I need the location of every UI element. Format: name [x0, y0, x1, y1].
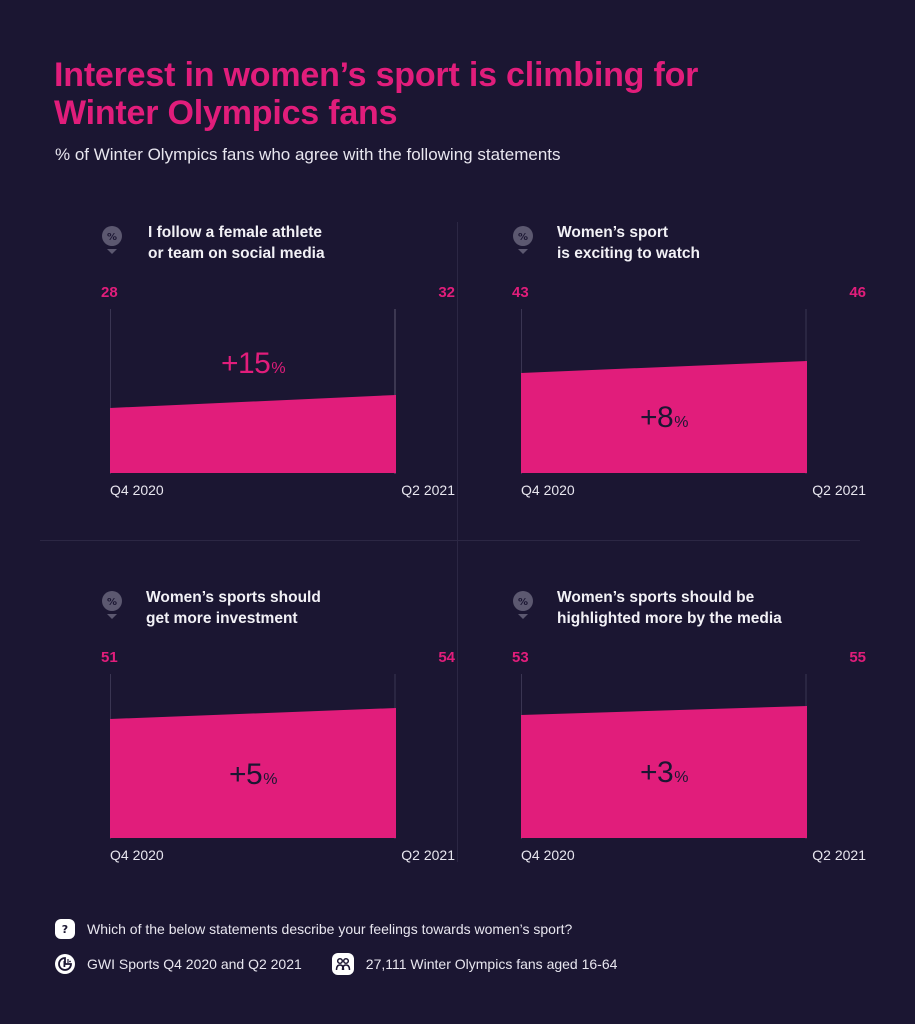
- gwi-logo-icon: [55, 954, 75, 974]
- sample-size: 27,111 Winter Olympics fans aged 16-64: [331, 953, 618, 975]
- area-chart: +5%: [110, 674, 396, 839]
- x-label-end: Q2 2021: [812, 847, 866, 863]
- source-text: GWI Sports Q4 2020 and Q2 2021: [87, 956, 302, 972]
- end-value: 55: [849, 649, 866, 666]
- panel-title: I follow a female athlete or team on soc…: [148, 224, 325, 262]
- area-chart: +15%: [110, 309, 396, 474]
- chart-panel-investment: % Women’s sports should get more investm…: [101, 587, 461, 887]
- start-value: 53: [512, 649, 529, 666]
- panel-title: Women’s sport is exciting to watch: [557, 224, 700, 262]
- source: GWI Sports Q4 2020 and Q2 2021: [55, 954, 302, 974]
- start-value: 43: [512, 284, 529, 301]
- area-chart-graphic: [110, 674, 396, 839]
- footer-question: ? Which of the below statements describe…: [55, 919, 572, 939]
- chart-panel-exciting-to-watch: % Women’s sport is exciting to watch 43 …: [512, 222, 872, 522]
- area-chart-graphic: [110, 309, 396, 474]
- area-chart: +8%: [521, 309, 807, 474]
- chart-panel-media-coverage: % Women’s sports should be highlighted m…: [512, 587, 872, 887]
- question-text: Which of the below statements describe y…: [87, 921, 573, 937]
- x-label-start: Q4 2020: [521, 847, 575, 863]
- change-label: +5%: [229, 758, 277, 791]
- sample-text: 27,111 Winter Olympics fans aged 16-64: [365, 956, 618, 972]
- change-label: +3%: [640, 756, 688, 789]
- panel-title: Women’s sports should get more investmen…: [146, 589, 321, 627]
- area-chart-graphic: [521, 309, 807, 474]
- svg-text:%: %: [518, 232, 528, 243]
- x-label-end: Q2 2021: [401, 847, 455, 863]
- svg-text:%: %: [107, 597, 117, 608]
- end-value: 32: [438, 284, 455, 301]
- panel-title: Women’s sports should be highlighted mor…: [557, 589, 782, 627]
- page-title: Interest in women’s sport is climbing fo…: [54, 56, 699, 132]
- people-icon: [331, 953, 354, 975]
- x-label-start: Q4 2020: [110, 482, 164, 498]
- page-subtitle: % of Winter Olympics fans who agree with…: [55, 145, 561, 164]
- x-label-start: Q4 2020: [521, 482, 575, 498]
- svg-text:?: ?: [62, 923, 68, 935]
- svg-text:%: %: [107, 232, 117, 243]
- footer-meta: GWI Sports Q4 2020 and Q2 2021 27,111 Wi…: [55, 953, 647, 975]
- area-chart-graphic: [521, 674, 807, 839]
- question-icon: ?: [55, 919, 75, 939]
- end-value: 46: [849, 284, 866, 301]
- horizontal-divider: [40, 540, 860, 541]
- svg-text:%: %: [518, 597, 528, 608]
- percent-icon: %: [102, 226, 122, 254]
- chart-panel-social-media: % I follow a female athlete or team on s…: [101, 222, 461, 522]
- change-label: +8%: [640, 401, 688, 434]
- percent-icon: %: [513, 591, 533, 619]
- end-value: 54: [438, 649, 455, 666]
- x-label-end: Q2 2021: [812, 482, 866, 498]
- area-chart: +3%: [521, 674, 807, 839]
- percent-icon: %: [102, 591, 122, 619]
- x-label-start: Q4 2020: [110, 847, 164, 863]
- vertical-divider: [457, 222, 458, 862]
- x-label-end: Q2 2021: [401, 482, 455, 498]
- percent-icon: %: [513, 226, 533, 254]
- start-value: 28: [101, 284, 118, 301]
- start-value: 51: [101, 649, 118, 666]
- change-label: +15%: [220, 347, 286, 380]
